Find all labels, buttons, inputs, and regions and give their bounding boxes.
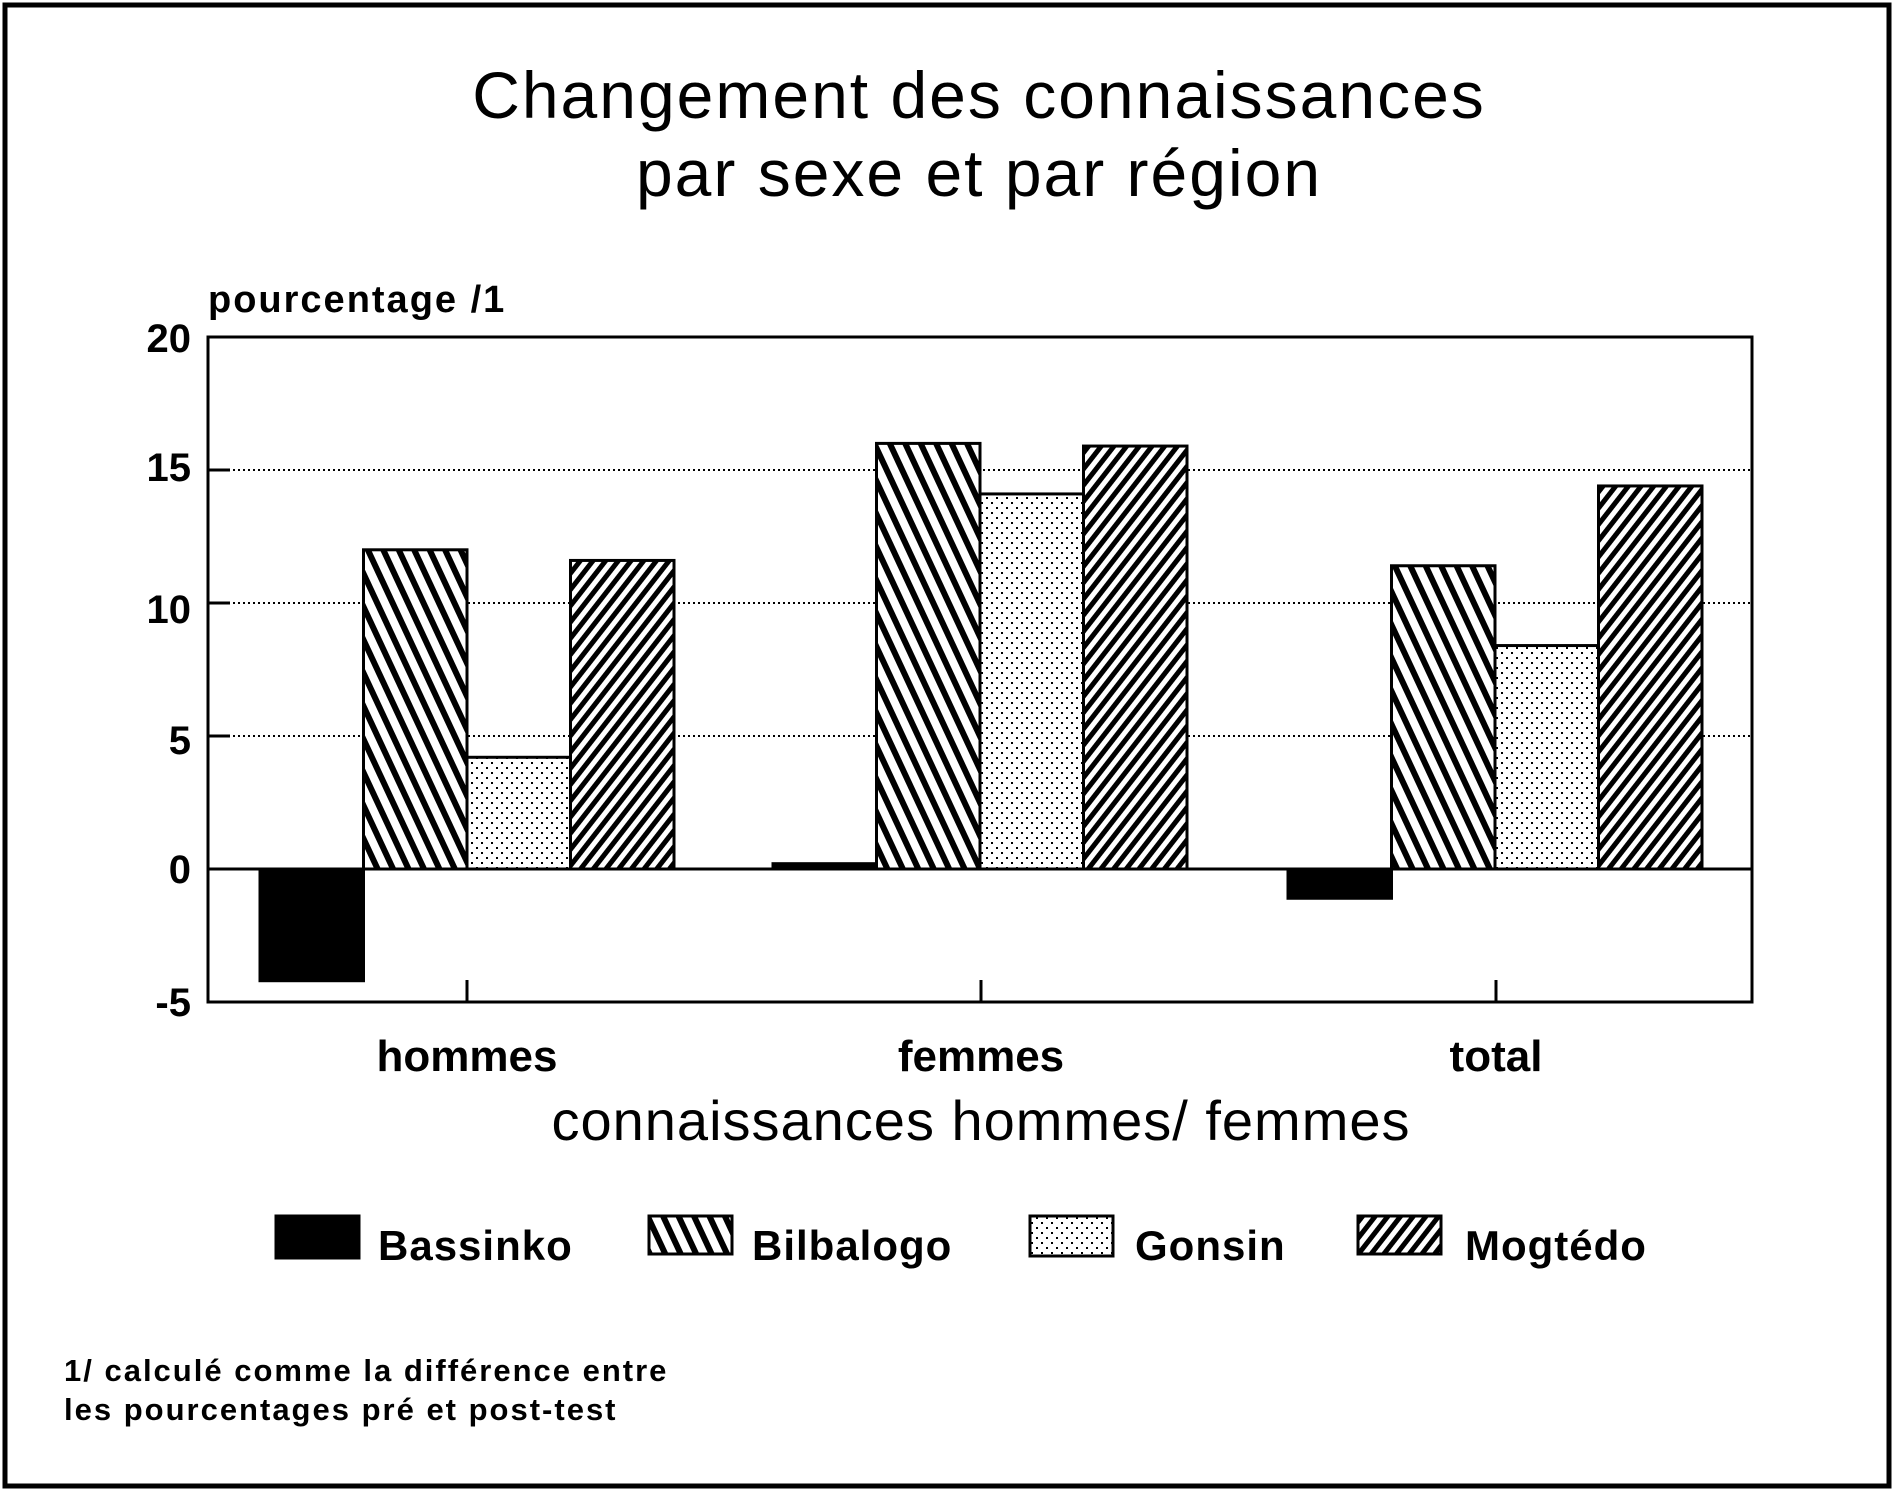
bar-total-bassinko [1286, 867, 1393, 900]
legend-item-bilbalogo: Bilbalogo [647, 1214, 952, 1269]
legend-item-bassinko: Bassinko [274, 1214, 573, 1269]
bar-hommes-bassinko [258, 867, 365, 983]
bar-hommes-mogtedo [569, 558, 676, 871]
y-tick-5: 5 [169, 719, 191, 763]
legend-label: Gonsin [1135, 1222, 1286, 1269]
legend-item-mogtedo: Mogtédo [1356, 1214, 1647, 1269]
legend-swatch-forward-slash-hatch [1356, 1214, 1443, 1256]
plot-area [206, 335, 1754, 1004]
legend-item-gonsin: Gonsin [1028, 1214, 1286, 1269]
legend-label: Bilbalogo [752, 1222, 952, 1269]
chart-title-line2: par sexe et par région [636, 136, 1322, 210]
x-axis-title: connaissances hommes/ femmes [551, 1089, 1410, 1152]
y-tick-0: 0 [169, 848, 191, 892]
bar-total-mogtedo [1597, 484, 1704, 871]
bar-total-bilbalogo [1390, 564, 1497, 871]
y-tick-labels: 20 15 10 5 0 -5 [147, 317, 192, 1025]
bar-femmes-mogtedo [1082, 444, 1189, 871]
x-category-hommes: hommes [377, 1032, 558, 1081]
y-tick-10: 10 [147, 588, 192, 632]
legend-swatch-solid [274, 1214, 361, 1260]
footnote-line2: les pourcentages pré et post-test [64, 1392, 618, 1427]
legend: Bassinko Bilbalogo Gonsin Mogtédo [274, 1214, 1647, 1269]
footnote-line1: 1/ calculé comme la différence entre [64, 1353, 668, 1388]
x-category-femmes: femmes [898, 1032, 1064, 1081]
y-axis-label: pourcentage /1 [208, 279, 506, 321]
legend-label: Mogtédo [1465, 1222, 1647, 1269]
x-category-total: total [1450, 1032, 1543, 1081]
bar-femmes-bilbalogo [875, 441, 982, 871]
legend-label: Bassinko [378, 1222, 573, 1269]
bar-femmes-gonsin [978, 492, 1085, 871]
bar-total-gonsin [1493, 644, 1600, 871]
bar-hommes-bilbalogo [362, 548, 469, 871]
y-tick-15: 15 [147, 446, 192, 490]
legend-swatch-backslash-hatch [647, 1214, 734, 1256]
chart-title-line1: Changement des connaissances [472, 58, 1486, 132]
y-tick-minus5: -5 [155, 981, 191, 1025]
legend-swatch-dot-stipple [1028, 1214, 1115, 1258]
y-tick-20: 20 [147, 317, 192, 361]
bar-hommes-gonsin [465, 755, 572, 871]
